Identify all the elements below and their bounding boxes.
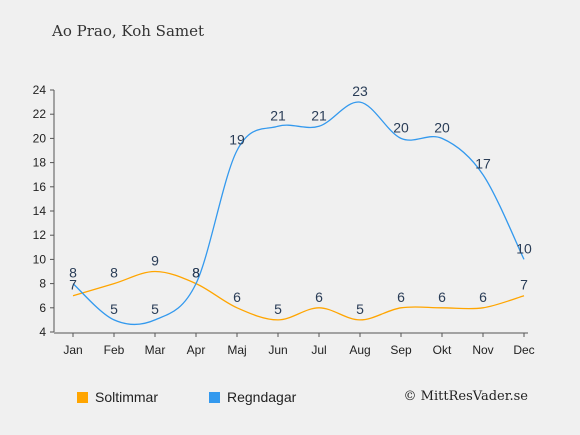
x-tick-label: Aug [349, 343, 370, 357]
data-label-regndagar: 17 [475, 156, 491, 172]
data-label-soltimmar: 6 [397, 289, 405, 305]
y-tick-label: 4 [39, 325, 46, 339]
y-tick-label: 10 [33, 252, 47, 266]
x-tick-label: Nov [472, 343, 493, 357]
legend-swatch-soltimmar [77, 391, 88, 403]
data-label-soltimmar: 9 [151, 253, 159, 269]
x-tick-label: Apr [187, 343, 206, 357]
data-label-regndagar: 21 [270, 107, 286, 123]
data-label-soltimmar: 5 [356, 301, 364, 317]
x-tick-label: Feb [104, 343, 125, 357]
data-label-regndagar: 23 [352, 83, 368, 99]
data-label-soltimmar: 6 [479, 289, 487, 305]
y-tick-label: 8 [39, 277, 46, 291]
legend-label-regndagar: Regndagar [227, 389, 297, 405]
data-label-regndagar: 19 [229, 132, 245, 148]
legend-label-soltimmar: Soltimmar [95, 389, 159, 405]
data-label-regndagar: 5 [110, 301, 118, 317]
legend-swatch-regndagar [209, 391, 220, 403]
chart-axes: 4 6 8 10 12 14 16 18 20 22 24 Jan Feb Mar Apr Maj Jun Jul… [33, 83, 535, 357]
chart-title: Ao Prao, Koh Samet [52, 22, 205, 40]
series-line-soltimmar [72, 270, 525, 321]
legend-item-regndagar: Regndagar [209, 389, 296, 405]
y-tick-label: 20 [33, 131, 47, 145]
x-tick-label: Jul [311, 343, 326, 357]
data-label-soltimmar: 7 [520, 277, 528, 293]
data-label-soltimmar: 8 [192, 265, 200, 281]
data-label-regndagar: 20 [393, 119, 409, 135]
x-tick-label: Okt [433, 343, 452, 357]
data-label-soltimmar: 6 [233, 289, 241, 305]
legend-item-soltimmar: Soltimmar [77, 389, 158, 405]
y-tick-label: 24 [33, 83, 47, 97]
y-tick-label: 16 [33, 180, 47, 194]
data-label-soltimmar: 6 [438, 289, 446, 305]
data-label-soltimmar: 8 [110, 265, 118, 281]
y-tick-label: 18 [33, 156, 47, 170]
x-tick-label: Jun [268, 343, 287, 357]
data-label-regndagar: 21 [311, 107, 327, 123]
data-label-regndagar: 10 [516, 240, 532, 256]
series-line-regndagar [72, 101, 525, 326]
x-tick-label: Sep [390, 343, 412, 357]
x-tick-label: Mar [145, 343, 166, 357]
y-tick-label: 14 [33, 204, 47, 218]
data-label-regndagar: 20 [434, 119, 450, 135]
data-label-soltimmar: 7 [69, 277, 77, 293]
y-tick-label: 6 [39, 301, 46, 315]
y-tick-label: 12 [33, 228, 47, 242]
x-tick-label: Jan [63, 343, 82, 357]
copyright-text: © MittResVader.se [403, 389, 528, 404]
x-tick-label: Maj [227, 343, 246, 357]
y-tick-label: 22 [33, 107, 47, 121]
data-label-regndagar: 8 [192, 265, 200, 281]
data-label-soltimmar: 5 [274, 301, 282, 317]
x-tick-label: Dec [513, 343, 534, 357]
chart-lines [72, 101, 525, 326]
data-label-regndagar: 8 [69, 265, 77, 281]
data-label-soltimmar: 6 [315, 289, 323, 305]
data-label-regndagar: 5 [151, 301, 159, 317]
